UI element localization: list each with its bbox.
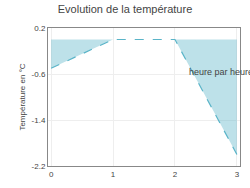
svg-text:-2.2: -2.2 xyxy=(32,162,46,171)
svg-text:-1.4: -1.4 xyxy=(32,116,46,125)
svg-text:heure par heure: heure par heure xyxy=(189,67,250,77)
svg-text:2: 2 xyxy=(173,170,178,179)
svg-text:0.2: 0.2 xyxy=(34,24,46,33)
svg-text:0: 0 xyxy=(49,170,54,179)
svg-text:-0.6: -0.6 xyxy=(32,70,46,79)
svg-text:Evolution de la température: Evolution de la température xyxy=(58,3,193,15)
svg-text:3: 3 xyxy=(235,170,240,179)
svg-text:Température en °C: Température en °C xyxy=(18,63,27,130)
svg-text:1: 1 xyxy=(111,170,116,179)
